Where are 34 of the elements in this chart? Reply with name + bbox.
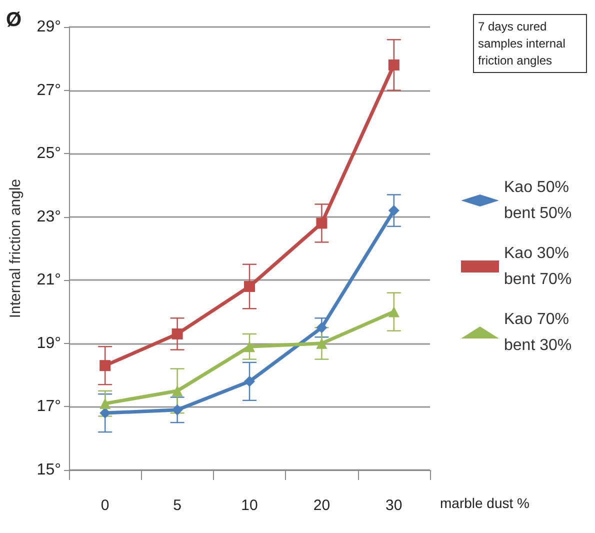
point xyxy=(100,398,111,410)
x-tick-label: 20 xyxy=(313,497,330,514)
y-tick-label: 15° xyxy=(36,462,61,478)
x-tick-label: 30 xyxy=(386,497,402,514)
point xyxy=(388,205,400,216)
legend-label: Kao 70% bent 30% xyxy=(504,311,574,354)
point xyxy=(244,376,255,387)
point xyxy=(316,218,328,229)
x-axis-title: marble dust % xyxy=(440,495,530,511)
x-tick-label: 0 xyxy=(100,497,110,514)
point xyxy=(172,385,183,396)
point xyxy=(316,338,328,349)
y-tick-label: 29° xyxy=(36,18,61,36)
text: Ø xyxy=(6,9,22,31)
y-tick-label: 23° xyxy=(36,208,61,226)
point xyxy=(100,360,111,372)
y-tick-label: 25° xyxy=(36,145,61,162)
point xyxy=(172,328,183,340)
point xyxy=(388,306,400,318)
x-tick-label: 5 xyxy=(173,497,182,514)
y-tick-label: 17° xyxy=(36,398,61,416)
point xyxy=(316,322,328,334)
y-tick-label: 19° xyxy=(36,334,61,352)
legend-label: Kao 30% bent 70% xyxy=(504,245,574,288)
y-axis-title: Internal friction angle xyxy=(7,178,24,318)
x-tick-label: 10 xyxy=(241,497,258,514)
y-tick-label: 27° xyxy=(36,82,61,99)
legend-label: Kao 50% bent 50% xyxy=(504,179,574,222)
text: 7 days cured samples internal friction angles xyxy=(478,20,569,68)
point xyxy=(172,404,183,416)
point xyxy=(244,341,255,352)
y-tick-label: 21° xyxy=(36,272,61,289)
point xyxy=(388,59,400,70)
point xyxy=(244,280,255,292)
